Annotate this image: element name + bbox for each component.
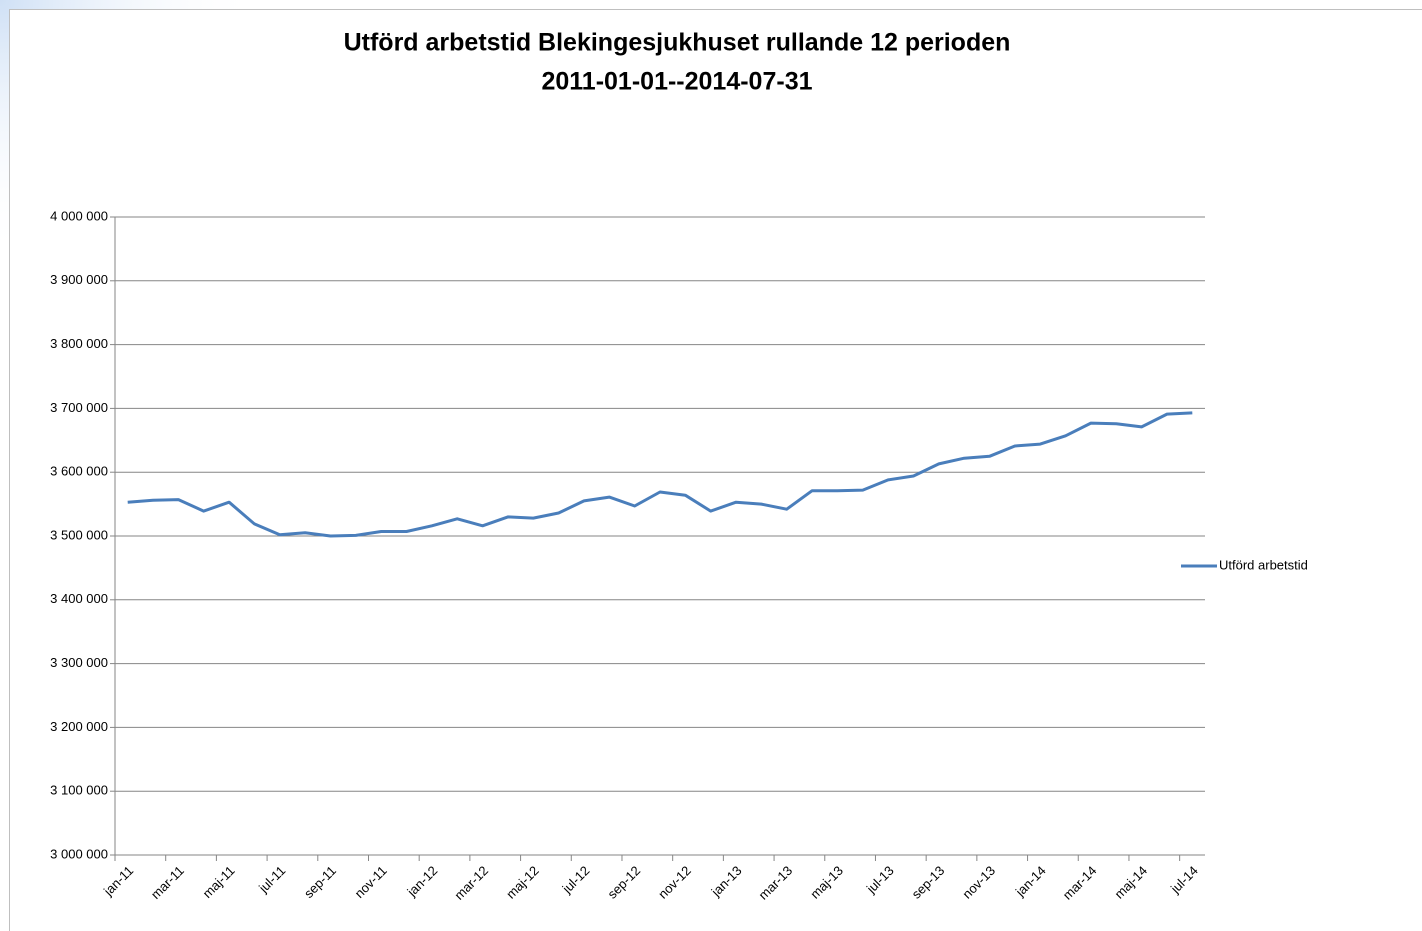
- legend-label: Utförd arbetstid: [1219, 557, 1308, 572]
- y-tick-label: 3 700 000: [50, 400, 108, 415]
- y-tick-label: 3 800 000: [50, 336, 108, 351]
- y-tick-label: 3 400 000: [50, 591, 108, 606]
- y-tick-label: 3 900 000: [50, 272, 108, 287]
- y-tick-label: 3 200 000: [50, 719, 108, 734]
- y-tick-label: 3 000 000: [50, 846, 108, 861]
- y-tick-label: 4 000 000: [50, 208, 108, 223]
- chart-subtitle: 2011-01-01--2014-07-31: [541, 68, 812, 96]
- chart-title: Utförd arbetstid Blekingesjukhuset rulla…: [344, 29, 1011, 57]
- y-tick-label: 3 300 000: [50, 655, 108, 670]
- data-line: [127, 411, 1193, 538]
- chart-frame: [9, 9, 1422, 931]
- y-tick-label: 3 100 000: [50, 783, 108, 798]
- y-tick-label: 3 600 000: [50, 464, 108, 479]
- y-tick-label: 3 500 000: [50, 527, 108, 542]
